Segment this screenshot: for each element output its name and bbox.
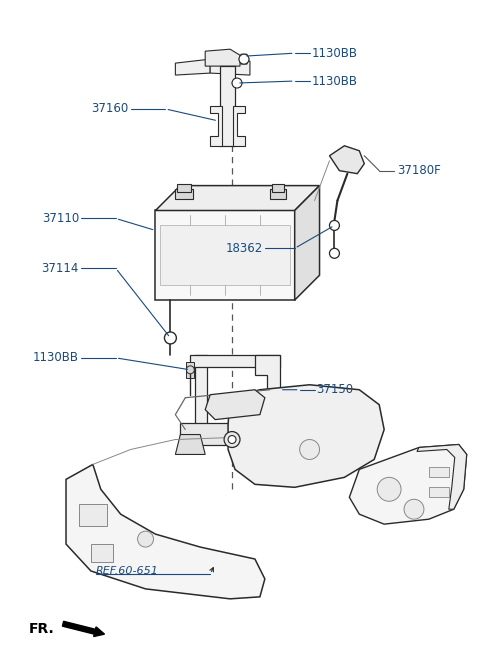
Polygon shape xyxy=(180,422,290,445)
Polygon shape xyxy=(295,185,320,300)
Circle shape xyxy=(224,432,240,447)
Circle shape xyxy=(232,78,242,88)
Bar xyxy=(160,225,290,285)
Circle shape xyxy=(329,221,339,231)
Polygon shape xyxy=(265,434,290,455)
Polygon shape xyxy=(239,54,249,64)
Polygon shape xyxy=(175,434,205,455)
Bar xyxy=(178,183,192,191)
Polygon shape xyxy=(232,79,242,87)
Text: 1130BB: 1130BB xyxy=(312,75,358,88)
Text: 37110: 37110 xyxy=(42,212,79,225)
Text: REF.60-651: REF.60-651 xyxy=(96,566,159,576)
Circle shape xyxy=(329,248,339,258)
Circle shape xyxy=(239,54,249,64)
Circle shape xyxy=(165,332,176,344)
Bar xyxy=(429,468,449,477)
Polygon shape xyxy=(186,362,194,378)
Polygon shape xyxy=(190,355,280,367)
Circle shape xyxy=(186,366,194,374)
Polygon shape xyxy=(210,59,250,75)
Circle shape xyxy=(404,499,424,519)
Text: 37180F: 37180F xyxy=(397,164,441,177)
FancyArrow shape xyxy=(62,622,105,637)
Circle shape xyxy=(377,477,401,501)
Bar xyxy=(156,210,295,300)
Bar xyxy=(175,189,193,198)
Text: 18362: 18362 xyxy=(226,242,263,255)
Polygon shape xyxy=(329,146,364,174)
Polygon shape xyxy=(156,185,320,210)
Polygon shape xyxy=(205,49,240,66)
Circle shape xyxy=(300,440,320,459)
Polygon shape xyxy=(66,464,265,599)
Text: FR.: FR. xyxy=(29,622,55,636)
Polygon shape xyxy=(175,59,210,75)
Circle shape xyxy=(138,531,154,547)
Text: 1130BB: 1130BB xyxy=(33,351,79,364)
Bar xyxy=(79,504,107,526)
Text: 37160: 37160 xyxy=(91,102,129,115)
Circle shape xyxy=(228,436,236,443)
Polygon shape xyxy=(205,390,265,420)
Polygon shape xyxy=(220,66,235,146)
Polygon shape xyxy=(228,384,384,487)
Polygon shape xyxy=(255,355,280,420)
Polygon shape xyxy=(417,445,467,509)
Bar xyxy=(270,189,286,198)
Bar xyxy=(429,487,449,497)
Bar xyxy=(91,544,113,562)
Bar xyxy=(272,183,284,191)
Polygon shape xyxy=(195,355,207,434)
Text: 37150: 37150 xyxy=(316,383,354,396)
Polygon shape xyxy=(233,106,245,146)
Polygon shape xyxy=(349,445,467,524)
Text: 37114: 37114 xyxy=(42,262,79,274)
Polygon shape xyxy=(210,106,222,146)
Text: 1130BB: 1130BB xyxy=(312,47,358,60)
